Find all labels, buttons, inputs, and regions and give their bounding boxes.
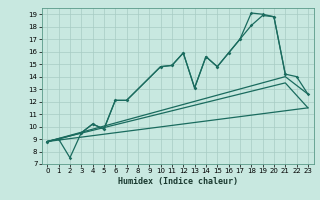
X-axis label: Humidex (Indice chaleur): Humidex (Indice chaleur)	[118, 177, 237, 186]
